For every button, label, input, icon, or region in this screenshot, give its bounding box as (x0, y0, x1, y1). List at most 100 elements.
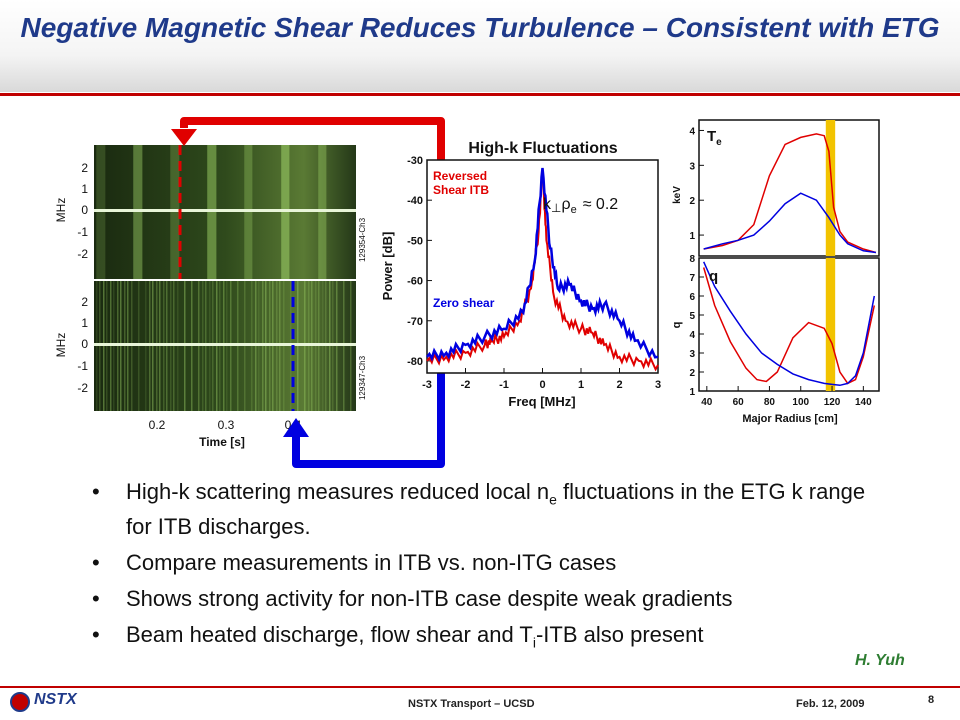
te-series-reversed-shear (703, 133, 877, 254)
q-xtick-label: 60 (733, 397, 745, 408)
highk-xtick-label: -3 (422, 379, 432, 391)
legend-zero-shear: Zero shear (433, 296, 495, 310)
bullet-item: • Compare measurements in ITB vs. non-ITG… (92, 549, 892, 576)
q-ylabel: q (671, 322, 683, 329)
q-ytick-label: 2 (689, 368, 695, 379)
highk-ticks: -3 -2 -1 0 1 2 3 -30 -40 -50 -60 -70 -80 (407, 155, 661, 391)
spectrogram-shot-top: 129354-Ch3 (358, 217, 367, 262)
annotation-value: ≈ 0.2 (583, 196, 619, 213)
te-ytick-label: 1 (689, 231, 695, 242)
te-ticks: 4 3 2 1 (689, 126, 704, 242)
spectrogram-zero-line-top (94, 209, 356, 212)
bullet-item: • High-k scattering measures reduced loca… (92, 478, 892, 540)
q-xtick-label: 120 (824, 397, 841, 408)
footer-rule (0, 686, 960, 688)
highk-ytick-label: -30 (407, 155, 423, 167)
spec-tick: -1 (77, 359, 88, 373)
highk-annotation: k⊥ρe ≈ 0.2 (543, 196, 618, 216)
bullet-item: • Beam heated discharge, flow shear and T… (92, 621, 892, 656)
highk-xtick-label: 0 (539, 379, 545, 391)
title-rule (0, 93, 960, 96)
bullet-text: Compare measurements in ITB vs. non-ITG … (126, 550, 617, 576)
te-yellow-band (825, 120, 836, 256)
bullet-sub: i (532, 634, 536, 651)
q-yellow-band (825, 258, 836, 391)
legend-reversed-shear-2: Shear ITB (433, 183, 489, 197)
q-ytick-label: 4 (689, 330, 695, 341)
bullet-text: High-k scattering measures reduced local… (126, 479, 550, 504)
annotation-rho: ρ (561, 196, 570, 213)
spec-tick: 2 (81, 295, 88, 309)
te-ylabel: keV (672, 186, 683, 204)
highk-series-zero-shear (426, 167, 659, 363)
q-ytick-label: 1 (689, 387, 695, 398)
nstx-logo-icon (10, 692, 30, 712)
q-xtick-label: 140 (855, 397, 872, 408)
bullet-marker: • (92, 586, 100, 612)
highk-title: High-k Fluctuations (468, 140, 617, 157)
spec-tick: -2 (77, 381, 88, 395)
bullet-text-cont: -ITB also present (535, 622, 704, 648)
spec-tick: 0 (81, 337, 88, 351)
q-xtick-label: 40 (701, 397, 713, 408)
highk-ylabel: Power [dB] (380, 232, 395, 301)
te-ytick-label: 4 (689, 126, 695, 137)
te-plot-frame (698, 119, 880, 257)
spec-tick: -1 (77, 225, 88, 239)
author-credit: H. Yuh (855, 652, 905, 669)
spectrogram-shot-bottom: 129347-Ch3 (358, 355, 367, 400)
highk-ytick-label: -50 (407, 235, 423, 247)
q-ytick-label: 5 (689, 311, 695, 322)
bullet-text: Beam heated discharge, flow shear and T (126, 622, 533, 648)
spec-tick: 2 (81, 161, 88, 175)
te-label: Te (707, 128, 722, 148)
highk-ytick-label: -40 (407, 195, 423, 207)
q-ytick-label: 8 (689, 254, 695, 265)
spectrogram-bottom-yticks: 2 1 0 -1 -2 (77, 295, 88, 395)
bullet-marker: • (92, 479, 100, 504)
spec-tick: 1 (81, 316, 88, 330)
highk-xtick-label: -1 (499, 379, 509, 391)
te-label-sub: e (716, 137, 722, 148)
q-plot-frame (698, 257, 880, 392)
highk-xtick-label: 2 (616, 379, 622, 391)
spec-xtick: 0.2 (149, 418, 166, 432)
footer-logo-text: NSTX (34, 691, 77, 708)
q-xtick-label: 100 (792, 397, 809, 408)
annotation-k: k (543, 196, 552, 213)
spec-tick: 0 (81, 203, 88, 217)
red-arrow-head (171, 129, 197, 146)
q-xlabel: Major Radius [cm] (742, 413, 838, 425)
spec-tick: 1 (81, 182, 88, 196)
blue-arrow-head (283, 418, 309, 437)
q-label: q (709, 268, 718, 285)
highk-ytick-label: -70 (407, 316, 423, 328)
te-label-main: T (707, 128, 716, 145)
page-number: 8 (928, 694, 935, 706)
q-xtick-label: 80 (764, 397, 776, 408)
highk-xtick-label: 3 (655, 379, 661, 391)
highk-xlabel: Freq [MHz] (508, 394, 575, 409)
bullet-text-cont: fluctuations in the ETG k range for ITB … (126, 479, 866, 540)
footer-date: Feb. 12, 2009 (796, 698, 865, 710)
footer-center: NSTX Transport – UCSD (408, 698, 535, 710)
te-ytick-label: 3 (689, 161, 695, 172)
bullet-text: Shows strong activity for non-ITB case d… (126, 586, 733, 612)
bullet-item: • Shows strong activity for non-ITB case … (92, 585, 892, 612)
spectrogram-top-yticks: 2 1 0 -1 -2 (77, 161, 88, 261)
highk-ytick-label: -80 (407, 356, 423, 368)
q-ytick-label: 3 (689, 349, 695, 360)
highk-xtick-label: 1 (578, 379, 584, 391)
red-arrow (180, 117, 445, 165)
bullet-marker: • (92, 550, 100, 576)
spec-tick: -2 (77, 247, 88, 261)
te-series-zero-shear (703, 192, 877, 254)
spectrogram-xlabel: Time [s] (199, 435, 245, 449)
spectrogram-xticks: 0.2 0.3 0.4 (149, 418, 302, 432)
bullet-marker: • (92, 622, 100, 648)
highk-plot-frame (426, 159, 659, 374)
spectrogram-ylabel-top: MHz (54, 198, 68, 223)
q-ytick-label: 7 (689, 273, 695, 284)
annotation-perp: ⊥ (551, 201, 561, 215)
